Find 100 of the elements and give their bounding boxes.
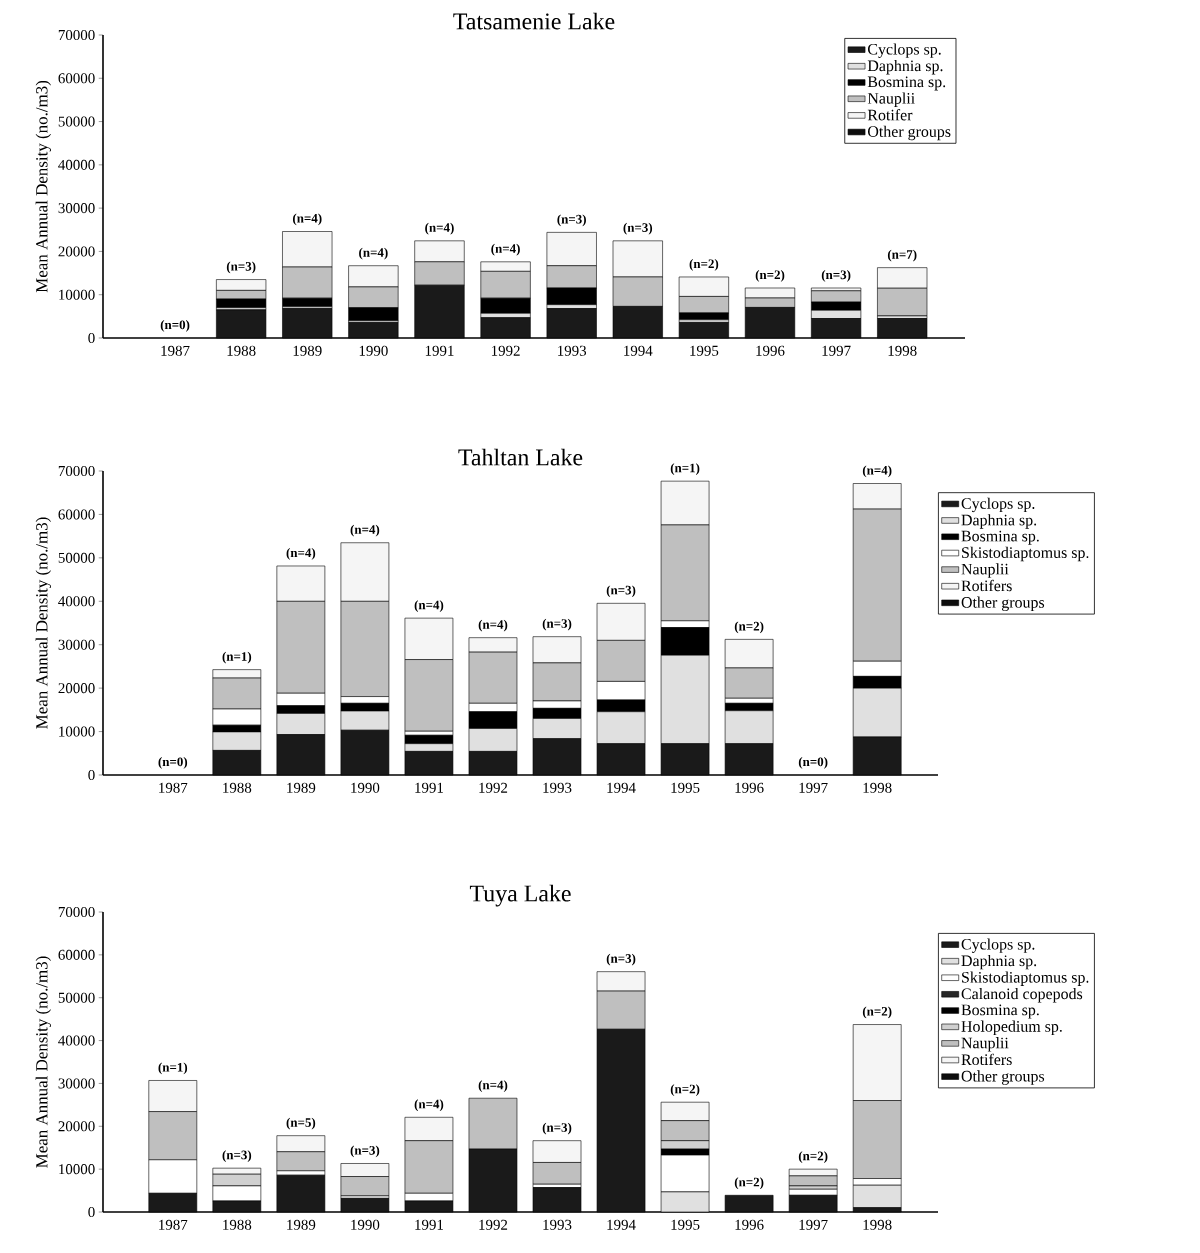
x-tick-label: 1996 — [735, 782, 764, 793]
annotation: (n=2) — [755, 270, 785, 282]
annotation: (n=3) — [557, 214, 586, 227]
x-tick-label: 1997 — [799, 1219, 828, 1230]
x-tick-label: 1993 — [543, 782, 572, 793]
annotation: (n=4) — [862, 465, 892, 478]
y-tick-label: 40000 — [58, 1035, 95, 1046]
y-tick-label: 10000 — [59, 289, 95, 300]
annotation: (n=2) — [798, 1151, 828, 1163]
x-tick-label: 1994 — [607, 1219, 636, 1230]
x-tick-label: 1987 — [159, 1219, 188, 1230]
x-tick-label: 1990 — [359, 345, 388, 356]
x-tick-label: 1991 — [415, 1219, 443, 1230]
annotation: (n=0) — [160, 320, 190, 332]
legend-label: Daphnia sp. — [961, 954, 1037, 970]
x-tick-label: 1994 — [607, 782, 636, 793]
y-tick-label: 40000 — [58, 159, 95, 170]
annotation: (n=4) — [359, 247, 388, 260]
annotation: (n=3) — [226, 261, 256, 274]
y-axis-title: Mean Annual Density (no./m3) — [35, 956, 52, 1168]
y-tick-label: 60000 — [58, 73, 95, 84]
legend-label: Other groups — [961, 1070, 1045, 1085]
legend-label: Nauplii — [961, 1037, 1009, 1052]
x-tick-label: 1990 — [351, 1219, 380, 1230]
annotation: (n=5) — [286, 1117, 316, 1130]
annotation: (n=7) — [887, 249, 917, 262]
x-tick-label: 1998 — [863, 782, 892, 793]
x-tick-label: 1989 — [287, 782, 316, 793]
x-tick-label: 1988 — [223, 1219, 252, 1230]
chart-title: Tatsamenie Lake — [453, 12, 615, 30]
x-tick-label: 1991 — [415, 782, 443, 793]
legend-label: Cyclops sp. — [961, 497, 1035, 513]
annotation: (n=4) — [292, 213, 322, 226]
annotation: (n=4) — [478, 619, 508, 632]
chart-title: Tuya Lake — [469, 884, 571, 907]
legend-label: Rotifer — [867, 109, 913, 121]
y-tick-label: 0 — [88, 769, 95, 781]
annotation: (n=4) — [425, 222, 454, 235]
legend-label: Cyclops sp. — [868, 43, 941, 58]
x-tick-label: 1991 — [425, 345, 454, 356]
annotation: (n=4) — [286, 548, 316, 560]
y-tick-label: 60000 — [58, 949, 95, 960]
y-tick-label: 70000 — [58, 906, 95, 918]
legend-label: Rotifers — [961, 579, 1012, 592]
x-tick-label: 1993 — [543, 1219, 572, 1230]
legend-label: Bosmina sp. — [961, 1004, 1039, 1019]
x-tick-label: 1996 — [756, 345, 785, 356]
y-tick-label: 30000 — [58, 1078, 95, 1089]
y-tick-label: 10000 — [59, 726, 95, 737]
y-tick-label: 10000 — [59, 1164, 95, 1175]
x-tick-label: 1992 — [479, 782, 508, 793]
y-tick-label: 60000 — [58, 509, 95, 520]
legend-label: Other groups — [961, 596, 1045, 612]
y-tick-label: 70000 — [58, 29, 95, 41]
annotation: (n=0) — [798, 757, 828, 769]
x-tick-label: 1994 — [624, 345, 653, 356]
x-tick-label: 1988 — [227, 345, 256, 356]
annotation: (n=3) — [222, 1150, 252, 1162]
annotation: (n=2) — [670, 1084, 700, 1096]
y-tick-label: 20000 — [58, 683, 95, 694]
annotation: (n=3) — [606, 953, 636, 966]
y-tick-label: 0 — [88, 1206, 95, 1218]
annotation: (n=3) — [623, 222, 653, 235]
x-tick-label: 1995 — [671, 1219, 700, 1230]
annotation: (n=1) — [222, 651, 252, 664]
annotation: (n=2) — [862, 1006, 892, 1019]
x-tick-label: 1998 — [863, 1219, 892, 1230]
x-tick-label: 1995 — [690, 345, 719, 356]
legend-label: Cyclops sp. — [961, 938, 1035, 953]
y-tick-label: 50000 — [58, 992, 95, 1003]
x-tick-label: 1996 — [735, 1219, 764, 1230]
x-tick-label: 1992 — [479, 1219, 508, 1230]
legend-label: Other groups — [868, 125, 951, 141]
y-axis-title: Mean Annual Density (no./m3) — [35, 80, 52, 293]
annotation: (n=4) — [414, 600, 444, 612]
legend-label: Nauplii — [867, 92, 915, 107]
annotation: (n=3) — [542, 618, 572, 631]
x-tick-label: 1990 — [351, 782, 380, 793]
x-tick-label: 1987 — [159, 782, 188, 793]
y-tick-label: 30000 — [58, 203, 95, 214]
legend-label: Skistodiaptomus sp. — [962, 546, 1089, 562]
legend-label: Nauplii — [961, 563, 1009, 578]
annotation: (n=1) — [158, 1062, 188, 1075]
x-tick-label: 1989 — [293, 345, 322, 356]
y-tick-label: 50000 — [58, 552, 95, 563]
y-axis-title: Mean Annual Density (no./m3) — [35, 517, 52, 729]
legend-label: Bosmina sp. — [867, 76, 946, 91]
chart-title: Tahltan Lake — [458, 448, 583, 466]
x-tick-label: 1988 — [223, 782, 252, 793]
annotation: (n=2) — [689, 259, 719, 271]
annotation: (n=3) — [821, 270, 851, 282]
legend-label: Daphnia sp. — [961, 514, 1037, 529]
x-tick-label: 1997 — [799, 782, 828, 793]
annotation: (n=3) — [606, 585, 636, 598]
annotation: (n=4) — [414, 1099, 444, 1112]
x-tick-label: 1987 — [161, 345, 190, 356]
legend-label: Daphnia sp. — [867, 59, 943, 75]
y-tick-label: 40000 — [58, 596, 95, 607]
annotation: (n=4) — [350, 524, 380, 537]
annotation: (n=4) — [478, 1080, 508, 1093]
